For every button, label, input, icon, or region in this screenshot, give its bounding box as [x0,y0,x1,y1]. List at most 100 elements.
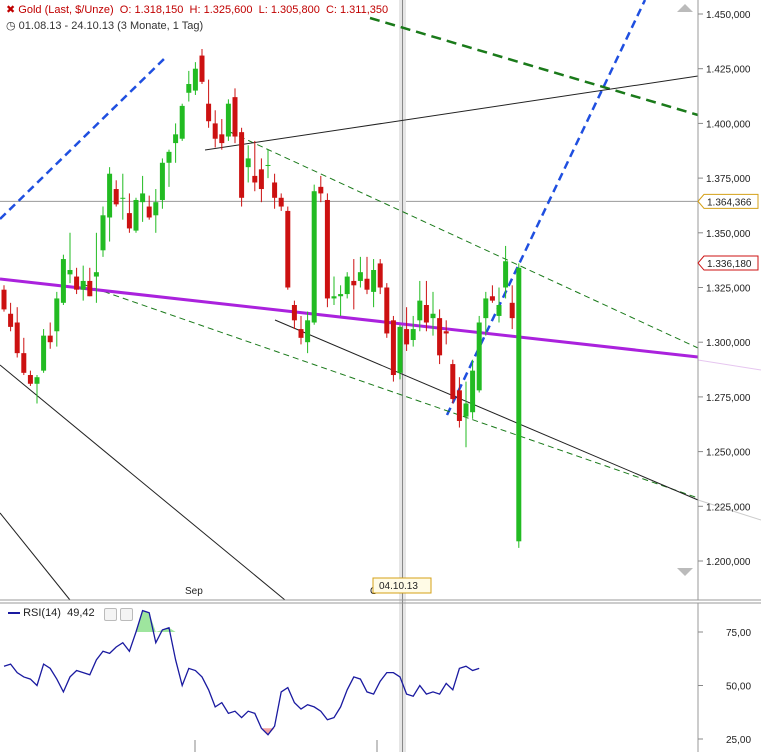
green-channel-upper [229,131,699,349]
candle-body [338,294,344,297]
candle-body [67,269,73,275]
rsi-line-swatch [8,612,20,615]
candle-body [483,298,489,319]
candle-body [113,189,119,205]
candle-body [239,132,245,198]
candle-body [126,213,132,229]
candle-body [305,320,311,343]
black-channel [0,364,286,601]
rsi-label[interactable]: RSI(14) [23,607,61,619]
candle-body [14,322,20,354]
candle-body [496,305,502,316]
candle-body [27,375,33,384]
price-tick-label: 1.375,000 [706,174,751,185]
candle-body [87,280,93,297]
candle-body [410,329,416,341]
candle-body [47,335,53,343]
rsi-legend: RSI(14) 49,42 [8,607,95,619]
rsi-tick-label: 50,00 [726,682,751,693]
candle-body [456,390,462,421]
candle-body [153,202,159,216]
black-trendline [204,75,699,151]
candle-body [285,210,291,288]
chart-range: ◷ 01.08.13 - 24.10.13 (3 Monate, 1 Tag) [6,19,203,32]
candle-body [206,103,212,122]
gear-icon[interactable] [104,608,117,621]
candle-body [364,278,370,290]
price-tick-label: 1.250,000 [706,448,751,459]
candle-body [245,158,251,168]
candle-body [417,300,423,321]
candle-body [107,173,113,218]
purple-trendline [0,277,699,359]
candle-body [430,313,436,319]
candle-body [404,329,410,345]
candle-body [476,322,482,391]
candle-body [311,191,317,323]
x-label-sep: Sep [185,586,203,597]
candle-body [146,206,152,218]
candle-body [298,329,304,338]
scroll-up-icon [677,4,693,12]
candle-body [503,261,509,288]
candle-body [265,164,271,166]
low-value: L: 1.305,800 [258,4,320,16]
candle-body [463,403,469,417]
candle-body [331,296,337,299]
candle-body [291,305,297,321]
candle-body [423,305,429,323]
price-box-label: 1.364,366 [707,197,752,208]
candle-body [120,197,126,199]
candle-body [443,331,449,334]
candle-body [133,199,139,231]
candle-body [384,287,390,334]
candle-body [1,289,7,310]
candle-body [21,353,27,373]
candle-body [450,364,456,400]
open-value: O: 1.318,150 [119,4,184,16]
candle-body [252,175,258,183]
high-value: H: 1.325,600 [189,4,253,16]
candle-body [516,267,522,542]
candle-body [41,335,47,371]
scroll-down-icon [677,568,693,576]
candle-body [470,370,476,413]
candle-body [258,169,264,190]
price-tick-label: 1.200,000 [706,557,751,568]
candle-body [34,377,40,384]
price-tick-label: 1.425,000 [706,65,751,76]
candle-body [437,318,443,356]
rsi-value: 49,42 [67,607,95,619]
chart-header-ohlc: ✖ Gold (Last, $/Unze) O: 1.318,150 H: 1.… [6,3,388,16]
price-box [697,193,759,209]
candle-body [166,151,172,163]
close-icon[interactable] [120,608,133,621]
candle-body [60,259,66,303]
purple-ext [697,359,761,371]
candle-body [377,263,383,288]
price-tick-label: 1.350,000 [706,229,751,240]
green-channel-lower [84,284,699,499]
instrument-name[interactable]: Gold (Last, $/Unze) [18,4,114,16]
candle-body [100,215,106,251]
price-tick-label: 1.275,000 [706,393,751,404]
price-tick-label: 1.400,000 [706,119,751,130]
clock-icon: ◷ [6,20,16,32]
date-range[interactable]: 01.08.13 - 24.10.13 (3 Monate, 1 Tag) [18,20,204,32]
price-box [697,255,759,271]
candle-body [371,269,377,292]
candle-body [80,280,86,290]
candle-body [179,105,185,139]
gold-icon: ✖ [6,4,16,16]
candle-body [272,182,278,198]
candle-body [192,68,198,91]
crosshair-date-box [372,577,432,594]
candle-body [74,276,80,290]
green-trendline [369,16,699,117]
candle-body [54,298,60,332]
candle-body [159,162,165,200]
crosshair-date-label: 04.10.13 [379,581,418,592]
price-tick-label: 1.450,000 [706,10,751,21]
candle-body [199,55,205,82]
